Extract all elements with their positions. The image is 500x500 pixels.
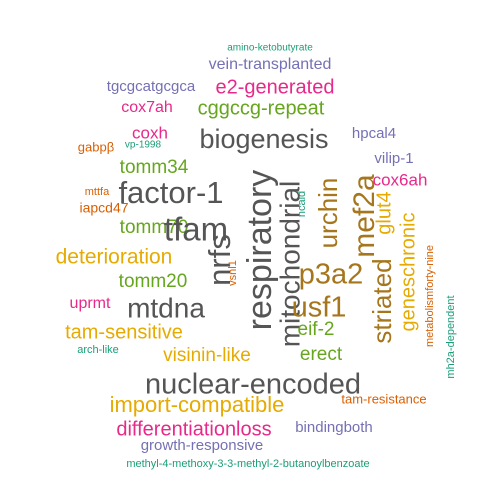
word-vein-transplanted: vein-transplanted (209, 56, 332, 73)
word-glut4: glut4 (373, 191, 395, 234)
word-eif-2: eif-2 (298, 319, 335, 340)
word-metabolismforty-nine: metabolismforty-nine (424, 245, 436, 347)
word-hpcal4: hpcal4 (352, 125, 396, 142)
word-ncald: ncald (296, 191, 308, 217)
word-gabp: gabpβ (78, 139, 114, 154)
word-geneschronic: geneschronic (397, 213, 419, 332)
word-tfam: tfam (164, 211, 228, 248)
word-tgcgcatgcgca: tgcgcatgcgca (107, 78, 196, 95)
word-vp-1998: vp-1998 (125, 140, 162, 151)
word-vsnl1: vsnl1 (227, 260, 239, 286)
word-mef2a: mef2a (348, 174, 381, 258)
word-visinin-like: visinin-like (163, 345, 251, 366)
word-amino-ketobutyrate: amino-ketobutyrate (227, 43, 313, 54)
word-arch-like: arch-like (77, 344, 119, 356)
word-p3a2: p3a2 (299, 259, 364, 291)
word-cox6ah: cox6ah (373, 170, 428, 189)
word-mtdna: mtdna (127, 292, 205, 323)
word-e2-generated: e2-generated (216, 76, 335, 98)
word-biogenesis: biogenesis (199, 124, 328, 154)
word-urchin: urchin (313, 178, 343, 249)
word-nuclear-encoded: nuclear-encoded (145, 369, 361, 401)
word-cox7ah: cox7ah (121, 99, 173, 116)
word-growth-responsive: growth-responsive (141, 437, 264, 454)
word-import-compatible: import-compatible (110, 392, 285, 417)
word-tomm20: tomm20 (119, 271, 188, 292)
word-usf1: usf1 (292, 292, 347, 324)
word-methyl-4-methoxy-3-3-methyl-2-butanoylbenzoate: methyl-4-methoxy-3-3-methyl-2-butanoylbe… (126, 458, 369, 470)
word-mitochondrial: mitochondrial (274, 181, 305, 348)
word-cggccg-repeat: cggccg-repeat (198, 97, 325, 119)
word-tam-resistance: tam-resistance (341, 391, 426, 406)
word-striated: striated (367, 258, 397, 343)
word-mh2a-dependent: mh2a-dependent (445, 295, 457, 378)
word-uprmt: uprmt (70, 295, 111, 312)
word-erect: erect (300, 344, 343, 365)
word-vilip-1: vilip-1 (374, 150, 413, 167)
word-iapcd47: iapcd47 (79, 200, 128, 216)
word-tam-sensitive: tam-sensitive (65, 321, 183, 343)
word-deterioration: deterioration (56, 246, 173, 269)
word-tomm34: tomm34 (120, 157, 189, 178)
word-respiratory: respiratory (241, 170, 279, 331)
word-coxh: coxh (132, 123, 168, 142)
word-factor-1: factor-1 (118, 175, 223, 210)
word-nrfs: nrfs (202, 234, 237, 286)
word-mttfa: mttfa (85, 186, 110, 198)
word-bindingboth: bindingboth (295, 419, 373, 436)
word-tomm70: tomm70 (120, 217, 189, 238)
word-differentiationloss: differentiationloss (116, 418, 271, 440)
